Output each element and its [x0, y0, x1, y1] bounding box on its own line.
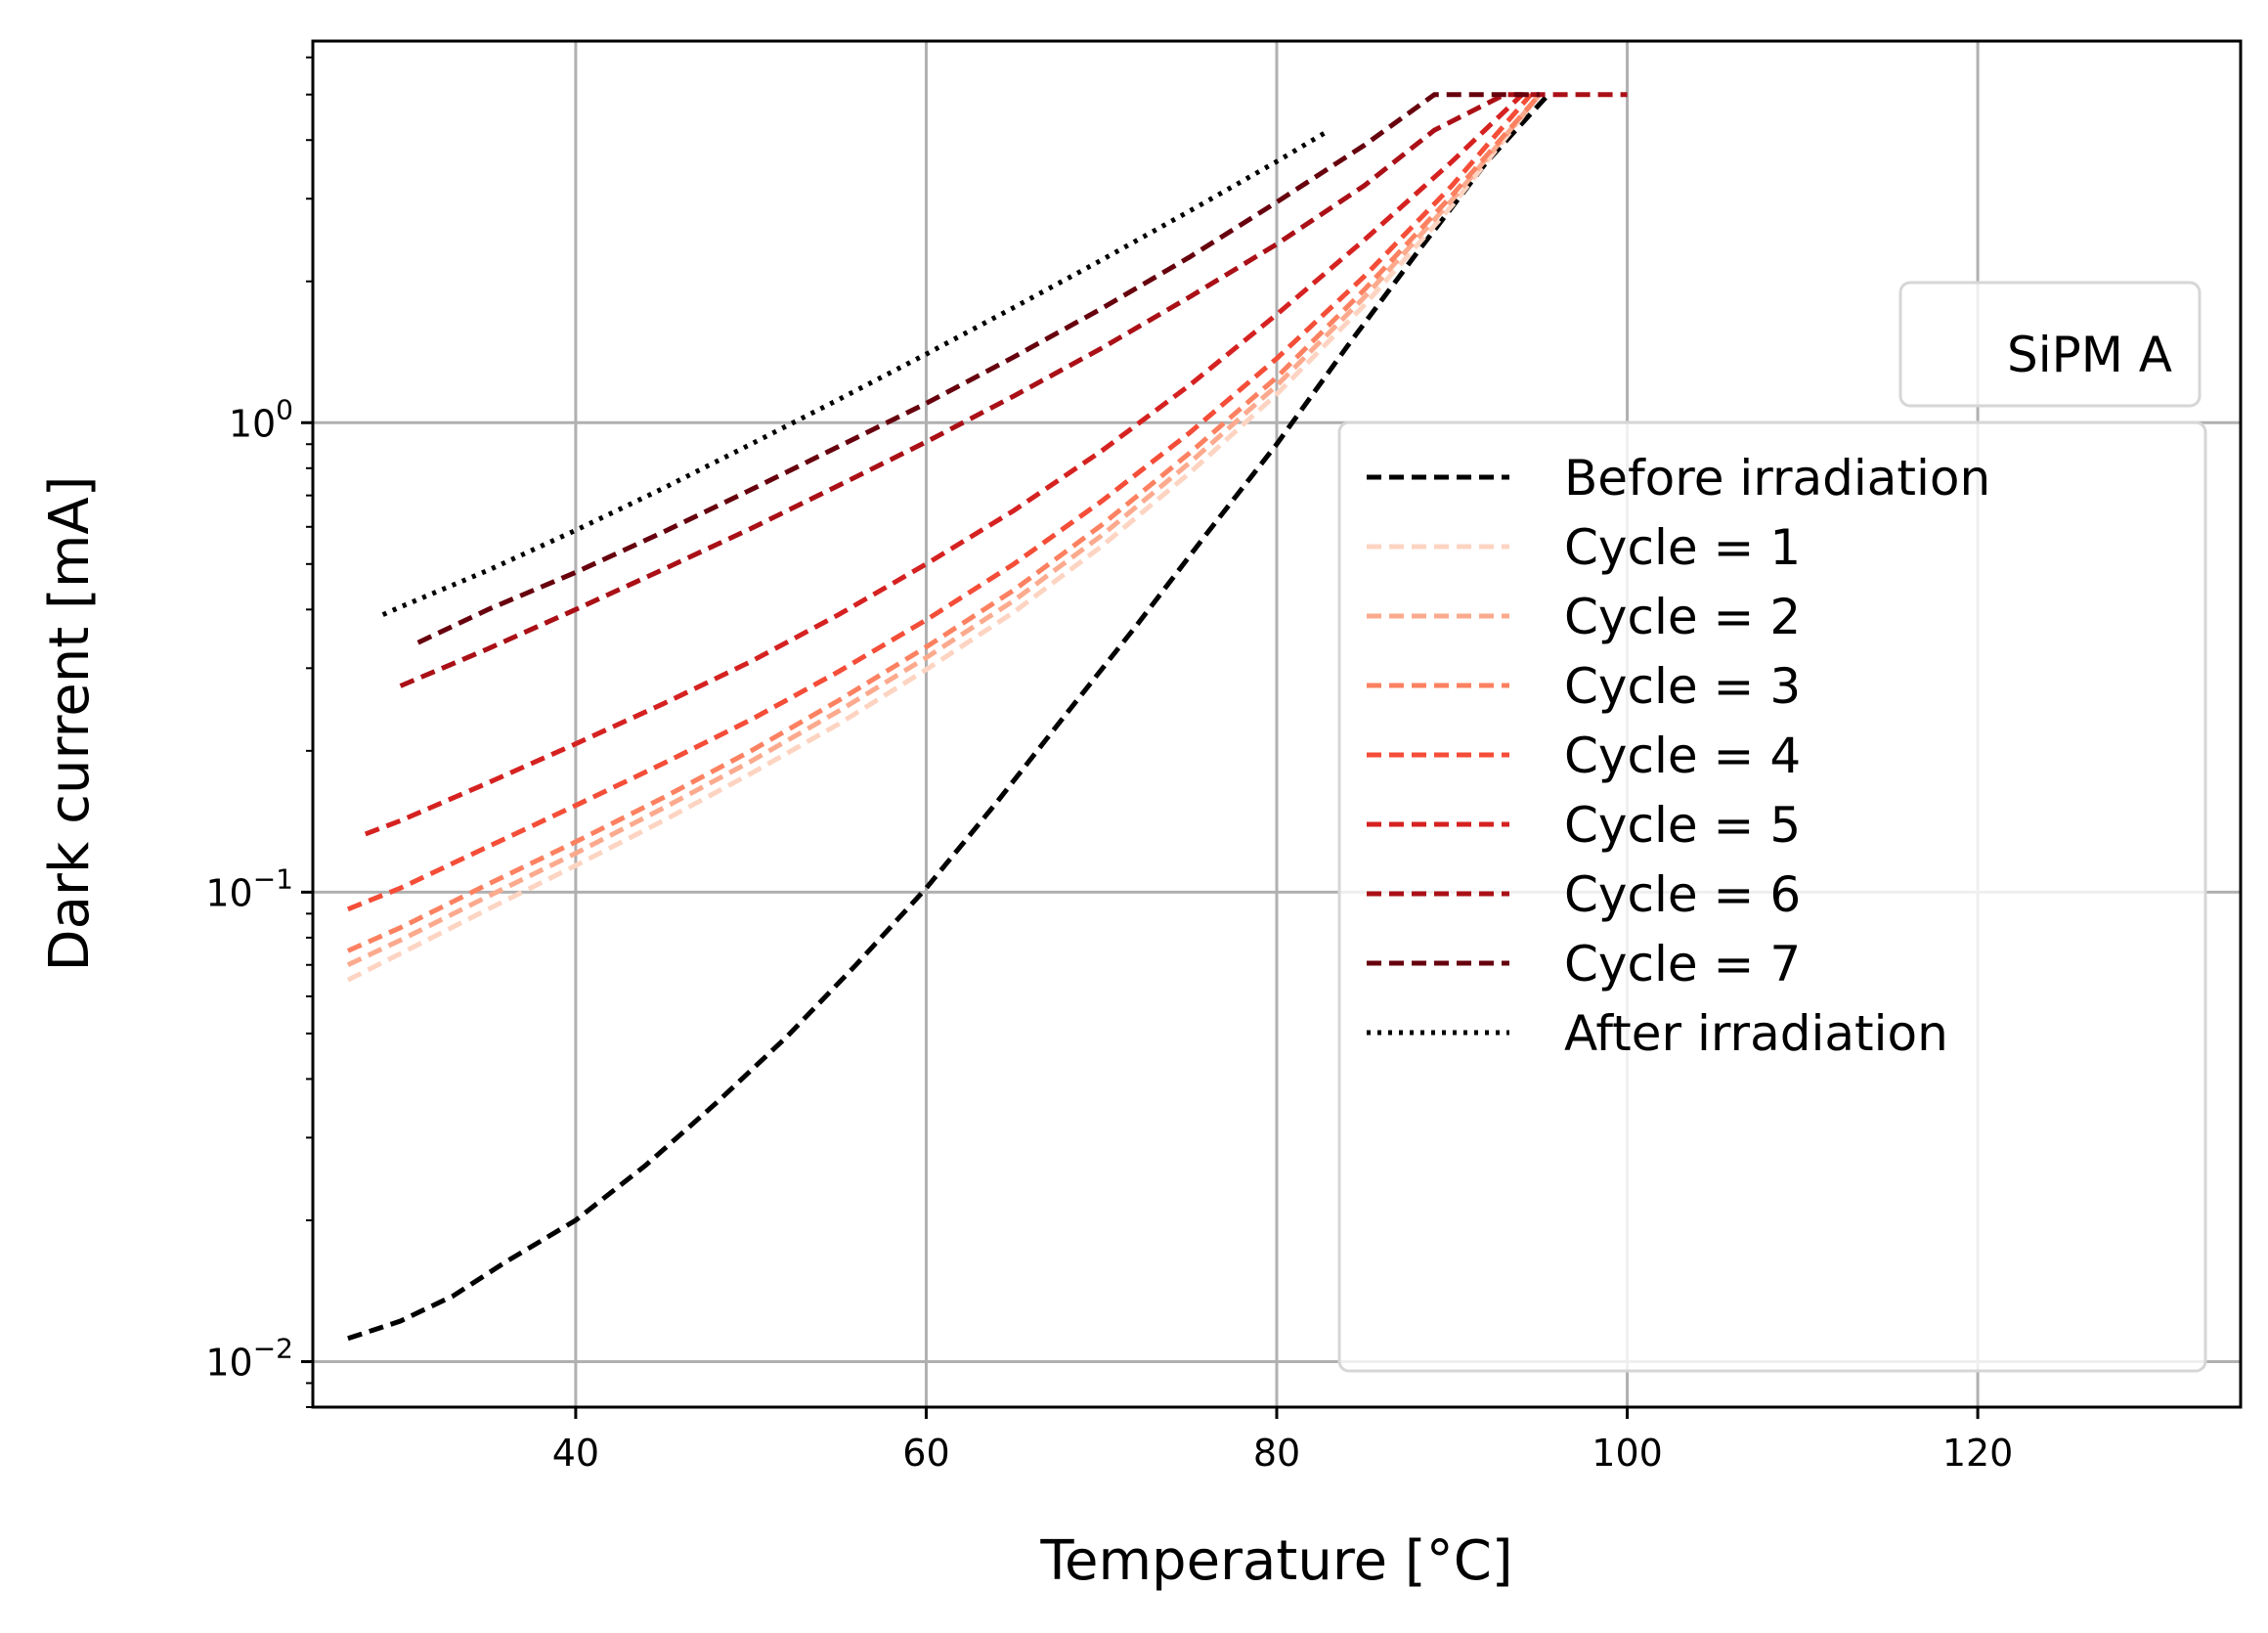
series-line-2 — [346, 93, 1542, 967]
legend-label-8: After irradiation — [1564, 1005, 1948, 1062]
annotation-box: SiPM A — [1898, 281, 2202, 408]
axis-ticks: 40 60 80 100 120 10−2 10−1 100 — [205, 56, 2014, 1475]
y-tick-label: 10−1 — [205, 862, 293, 914]
y-tick-label: 100 — [229, 393, 293, 445]
x-tick-label: 100 — [1592, 1432, 1663, 1475]
series-line-7 — [416, 92, 1540, 645]
series-line-3 — [346, 93, 1542, 953]
x-tick-label: 60 — [902, 1432, 949, 1475]
legend-label-6: Cycle = 6 — [1564, 866, 1801, 923]
y-tick-label: 10−2 — [205, 1332, 293, 1384]
legend-label-5: Cycle = 5 — [1564, 797, 1801, 854]
series-line-0 — [347, 93, 1550, 1342]
series-line-1 — [346, 93, 1542, 983]
series-line-6 — [399, 92, 1628, 688]
legend-label-3: Cycle = 3 — [1564, 658, 1801, 715]
series-line-8 — [381, 127, 1331, 617]
y-axis-label: Dark current [mA] — [38, 475, 102, 971]
series-line-4 — [346, 93, 1533, 912]
legend: Before irradiation Cycle = 1 Cycle = 2 Cycl… — [1337, 420, 2207, 1373]
legend-label-4: Cycle = 4 — [1564, 728, 1801, 784]
series-layer — [346, 92, 1628, 1342]
legend-label-2: Cycle = 2 — [1564, 589, 1801, 645]
annotation-label: SiPM A — [2007, 327, 2172, 383]
legend-label-7: Cycle = 7 — [1564, 936, 1801, 993]
legend-label-0: Before irradiation — [1564, 450, 1990, 507]
x-tick-label: 120 — [1942, 1432, 2014, 1475]
x-axis-label: Temperature [°C] — [1039, 1529, 1512, 1593]
x-tick-label: 40 — [552, 1432, 599, 1475]
series-line-5 — [364, 92, 1524, 837]
x-tick-label: 80 — [1253, 1432, 1300, 1475]
legend-label-1: Cycle = 1 — [1564, 519, 1801, 576]
